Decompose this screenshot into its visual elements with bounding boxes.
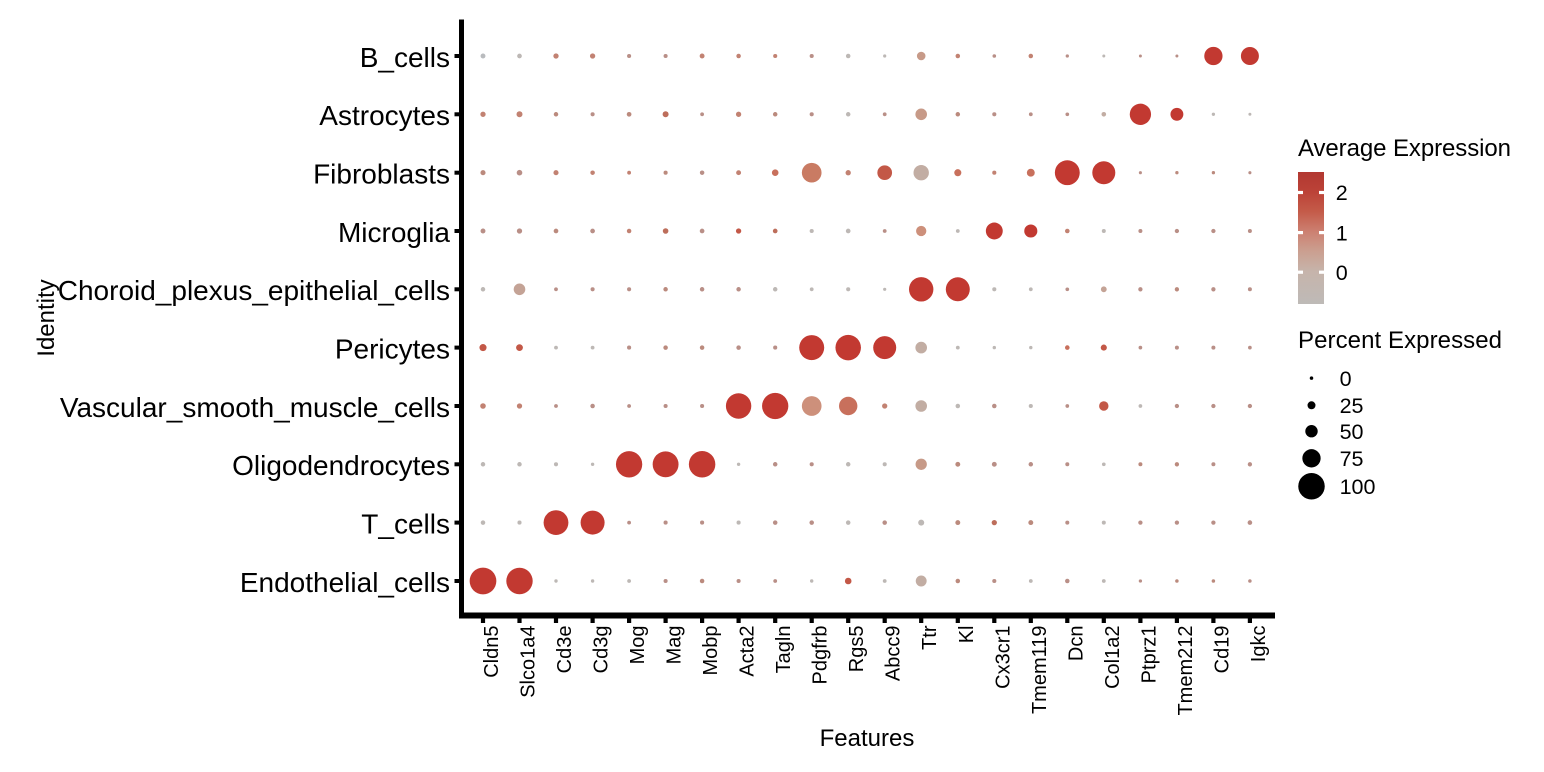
svg-text:Choroid_plexus_epithelial_cell: Choroid_plexus_epithelial_cells bbox=[58, 275, 450, 306]
svg-text:Tmem119: Tmem119 bbox=[1029, 626, 1051, 715]
svg-text:T_cells: T_cells bbox=[361, 508, 450, 539]
svg-text:1: 1 bbox=[1336, 221, 1348, 245]
svg-text:Cd3g: Cd3g bbox=[591, 626, 613, 674]
svg-text:Oligodendrocytes: Oligodendrocytes bbox=[232, 450, 450, 481]
svg-text:Vascular_smooth_muscle_cells: Vascular_smooth_muscle_cells bbox=[60, 392, 450, 423]
svg-text:Mog: Mog bbox=[627, 626, 649, 665]
svg-text:Kl: Kl bbox=[956, 626, 978, 644]
svg-text:Endothelial_cells: Endothelial_cells bbox=[240, 567, 450, 598]
svg-text:Astrocytes: Astrocytes bbox=[319, 100, 450, 131]
svg-text:50: 50 bbox=[1340, 420, 1364, 444]
svg-text:Mobp: Mobp bbox=[700, 626, 722, 676]
svg-text:Acta2: Acta2 bbox=[737, 626, 759, 677]
svg-text:Tagln: Tagln bbox=[773, 626, 795, 674]
svg-text:Microglia: Microglia bbox=[338, 217, 450, 248]
svg-text:Dcn: Dcn bbox=[1065, 626, 1087, 662]
svg-text:Ttr: Ttr bbox=[919, 625, 941, 650]
svg-text:Identity: Identity bbox=[33, 279, 60, 356]
svg-text:Tmem212: Tmem212 bbox=[1175, 626, 1197, 716]
svg-text:Features: Features bbox=[820, 725, 915, 752]
svg-text:Average Expression: Average Expression bbox=[1298, 135, 1511, 162]
svg-text:Igkc: Igkc bbox=[1248, 626, 1270, 663]
svg-text:75: 75 bbox=[1340, 447, 1364, 471]
svg-text:Pericytes: Pericytes bbox=[335, 333, 450, 364]
svg-text:Cx3cr1: Cx3cr1 bbox=[992, 626, 1014, 689]
svg-text:Rgs5: Rgs5 bbox=[846, 626, 868, 673]
svg-text:2: 2 bbox=[1336, 181, 1348, 205]
svg-text:0: 0 bbox=[1336, 261, 1348, 285]
svg-text:Ptprz1: Ptprz1 bbox=[1138, 626, 1160, 684]
svg-text:100: 100 bbox=[1340, 475, 1376, 499]
svg-text:Pdgfrb: Pdgfrb bbox=[810, 626, 832, 685]
svg-text:Cd19: Cd19 bbox=[1211, 626, 1233, 674]
svg-text:Cd3e: Cd3e bbox=[554, 626, 576, 674]
svg-text:25: 25 bbox=[1340, 394, 1364, 418]
svg-text:Abcc9: Abcc9 bbox=[883, 626, 905, 682]
svg-text:Cldn5: Cldn5 bbox=[481, 626, 503, 678]
svg-text:0: 0 bbox=[1340, 367, 1352, 391]
svg-text:Percent Expressed: Percent Expressed bbox=[1298, 327, 1502, 354]
svg-text:Slco1a4: Slco1a4 bbox=[518, 626, 540, 698]
svg-text:Col1a2: Col1a2 bbox=[1102, 626, 1124, 689]
svg-text:Mag: Mag bbox=[664, 626, 686, 665]
svg-text:B_cells: B_cells bbox=[360, 42, 450, 73]
svg-text:Fibroblasts: Fibroblasts bbox=[313, 159, 450, 190]
